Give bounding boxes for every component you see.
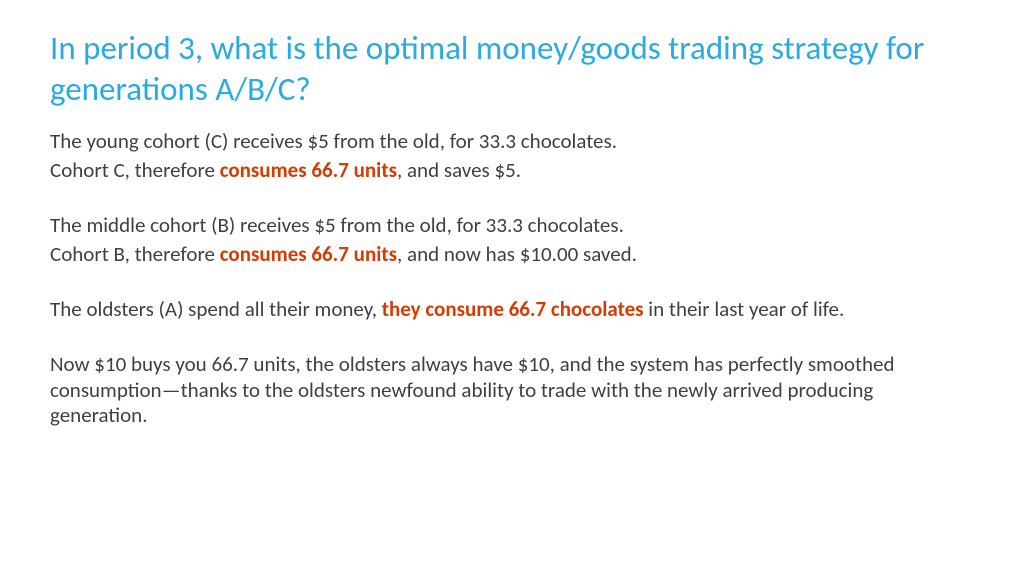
spacer [50,187,974,213]
text-span: The oldsters (A) spend all their money, [50,296,382,322]
emphasis-text: they consume 66.7 chocolates [382,296,644,322]
text-span: Cohort B, therefore [50,241,220,267]
body-line: Cohort B, therefore consumes 66.7 units,… [50,242,974,267]
body-line: The middle cohort (B) receives $5 from t… [50,213,974,238]
text-span: , and saves $5. [397,157,521,183]
text-span: in their last year of life. [644,296,845,322]
body-line: The young cohort (C) receives $5 from th… [50,129,974,154]
slide-title: In period 3, what is the optimal money/g… [50,28,974,111]
body-line: Now $10 buys you 66.7 units, the oldster… [50,352,974,428]
text-span: Cohort C, therefore [50,157,220,183]
spacer [50,271,974,297]
body-line: The oldsters (A) spend all their money, … [50,297,974,322]
text-span: , and now has $10.00 saved. [397,241,637,267]
slide-body: The young cohort (C) receives $5 from th… [50,129,974,429]
emphasis-text: consumes 66.7 units [220,241,397,267]
body-line: Cohort C, therefore consumes 66.7 units,… [50,158,974,183]
spacer [50,326,974,352]
emphasis-text: consumes 66.7 units [220,157,397,183]
